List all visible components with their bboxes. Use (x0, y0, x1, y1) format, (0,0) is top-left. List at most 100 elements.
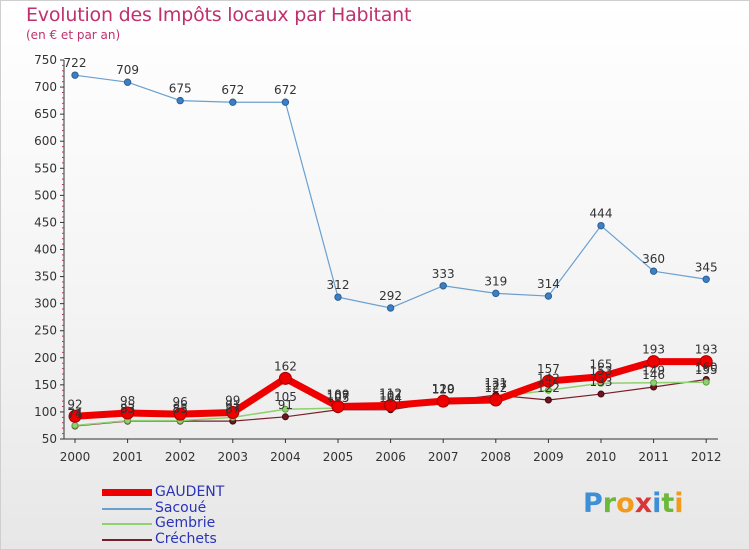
data-point (647, 355, 661, 369)
y-tick-label: 300 (34, 297, 57, 311)
legend-item-sacoue: Sacoué (102, 499, 322, 518)
data-label: 133 (590, 375, 613, 389)
data-label: 672 (274, 83, 297, 97)
data-label: 87 (225, 402, 240, 416)
data-label: 83 (120, 402, 135, 416)
data-label: 162 (274, 359, 297, 373)
data-label: 107 (327, 389, 350, 403)
y-tick-label: 450 (34, 215, 57, 229)
y-tick-label: 400 (34, 243, 57, 257)
data-label: 312 (327, 278, 350, 292)
data-point (597, 390, 605, 398)
data-label: 142 (537, 371, 560, 385)
data-point (229, 98, 237, 106)
data-label: 120 (432, 383, 455, 397)
y-tick-label: 100 (34, 405, 57, 419)
legend: GAUDENT Sacoué Gembrie Créchets (102, 484, 322, 548)
x-tick-label: 2011 (638, 450, 669, 464)
y-tick-label: 600 (34, 134, 57, 148)
data-label: 91 (225, 398, 240, 412)
data-point (597, 221, 605, 230)
data-label: 127 (484, 378, 507, 392)
y-tick-label: 350 (34, 270, 57, 284)
legend-swatch-gembrie (102, 523, 152, 525)
x-tick-label: 2007 (428, 450, 459, 464)
legend-label: Créchets (155, 530, 217, 547)
data-point (439, 282, 447, 290)
y-tick-label: 250 (34, 324, 57, 338)
data-label: 99 (225, 393, 240, 407)
x-tick-label: 2003 (218, 450, 249, 464)
data-label: 153 (590, 364, 613, 378)
data-label: 85 (173, 402, 188, 416)
legend-label: Gembrie (155, 515, 216, 531)
data-label: 157 (537, 362, 560, 376)
data-label: 314 (537, 277, 560, 291)
data-label: 165 (590, 358, 613, 372)
data-label: 96 (173, 395, 188, 409)
data-label: 722 (64, 56, 87, 70)
legend-label: Sacoué (155, 499, 207, 516)
data-label: 98 (120, 394, 135, 408)
data-label: 333 (432, 267, 455, 281)
x-tick-label: 2009 (533, 450, 564, 464)
data-label: 112 (379, 386, 402, 400)
y-tick-label: 700 (34, 80, 57, 94)
x-tick-label: 2001 (112, 450, 143, 464)
data-point (702, 378, 710, 386)
x-tick-label: 2010 (586, 450, 617, 464)
data-point (331, 400, 345, 414)
data-label: 444 (590, 207, 613, 221)
data-point (649, 267, 658, 275)
data-label: 71 (67, 407, 82, 421)
legend-item-gaudent: GAUDENT (102, 484, 322, 502)
data-label: 104 (379, 391, 402, 405)
chart-subtitle: (en € et par an) (26, 28, 121, 42)
data-label: 74 (67, 406, 82, 420)
data-label: 709 (116, 63, 139, 77)
data-label: 122 (537, 381, 560, 395)
y-tick-label: 750 (34, 53, 57, 67)
data-point (492, 289, 500, 298)
chart-title: Evolution des Impôts locaux par Habitant (26, 4, 412, 26)
data-point (702, 275, 710, 283)
data-point (436, 394, 450, 408)
data-label: 360 (642, 252, 665, 266)
data-label: 120 (432, 382, 455, 396)
data-point (541, 374, 555, 388)
x-tick-label: 2012 (691, 450, 722, 464)
data-point (71, 421, 79, 429)
data-point (281, 98, 290, 106)
data-point (121, 406, 135, 420)
data-point (699, 355, 713, 369)
data-point (71, 71, 79, 79)
data-label: 193 (642, 343, 665, 357)
series-line-sacoué (74, 74, 707, 309)
legend-swatch-gaudent (102, 489, 152, 496)
data-point (173, 407, 187, 421)
data-label: 122 (484, 381, 507, 395)
data-label: 292 (379, 289, 402, 303)
data-label: 91 (278, 398, 293, 412)
data-label: 193 (695, 343, 718, 357)
data-point (489, 393, 503, 407)
data-point (594, 370, 608, 384)
data-label: 92 (67, 397, 82, 411)
y-tick-label: 150 (34, 378, 57, 392)
data-point (281, 413, 289, 421)
data-label: 149 (642, 364, 665, 378)
data-point (176, 96, 184, 105)
data-point (281, 405, 289, 413)
data-label: 105 (274, 390, 297, 404)
data-label: 672 (221, 83, 244, 97)
data-label: 155 (695, 363, 718, 377)
y-tick-label: 500 (34, 188, 57, 202)
y-tick-label: 650 (34, 107, 57, 121)
data-label: 109 (327, 388, 350, 402)
data-point (544, 396, 552, 404)
x-tick-label: 2008 (481, 450, 512, 464)
legend-swatch-sacoue (102, 507, 152, 510)
y-tick-label: 50 (42, 432, 57, 446)
legend-label: GAUDENT (155, 484, 225, 500)
